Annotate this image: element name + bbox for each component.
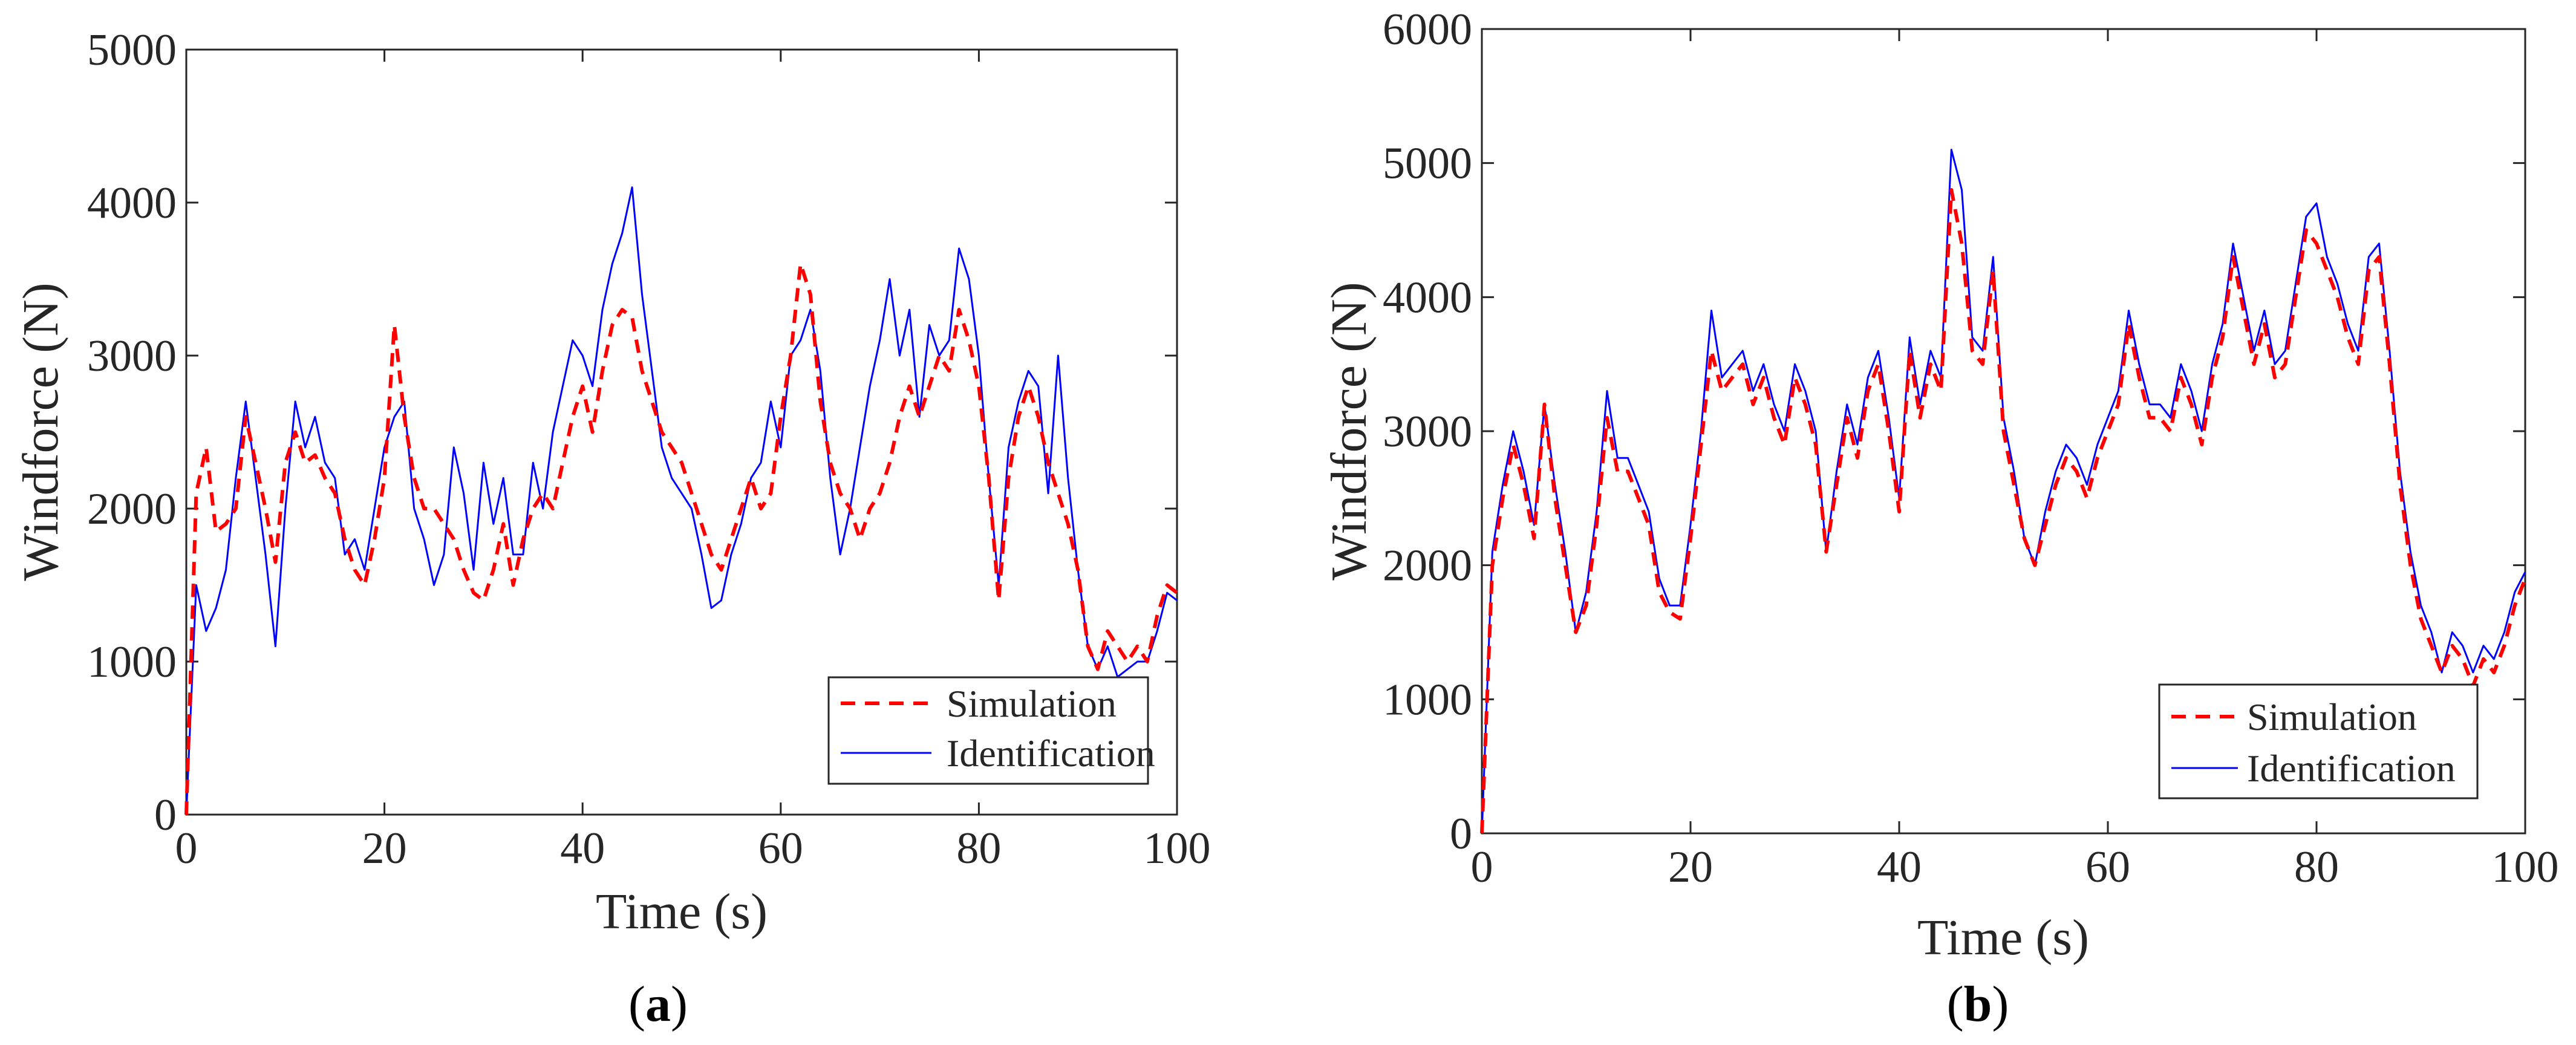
y-tick-label-a-4: 4000 <box>87 178 177 228</box>
legend-simulation-label-b: Simulation <box>2247 695 2417 738</box>
y-tick-label-b-6: 6000 <box>1383 5 1472 54</box>
legend-simulation-label-a: Simulation <box>947 682 1117 725</box>
x-tick-label-a-0: 0 <box>175 824 198 873</box>
x-axis-label-a: Time (s) <box>596 884 768 940</box>
x-tick-label-a-4: 80 <box>956 824 1001 873</box>
series-layer-b <box>1480 149 2527 834</box>
y-tick-label-a-2: 2000 <box>87 484 177 534</box>
caption-b: (b) <box>1947 976 2009 1032</box>
x-axis-label-b: Time (s) <box>1917 910 2089 966</box>
y-tick-label-b-2: 2000 <box>1383 541 1472 591</box>
x-tick-label-b-2: 40 <box>1877 842 1922 892</box>
y-tick-label-b-0: 0 <box>1450 809 1472 859</box>
x-tick-label-a-5: 100 <box>1144 824 1211 873</box>
series-simulation-line-a <box>184 262 1178 815</box>
legend-identification-label-b: Identification <box>2247 747 2456 790</box>
x-tick-label-a-3: 60 <box>758 824 803 873</box>
y-tick-label-b-4: 4000 <box>1383 273 1472 322</box>
x-tick-label-a-1: 20 <box>362 824 407 873</box>
caption-a: (a) <box>628 976 688 1032</box>
x-tick-label-b-0: 0 <box>1471 842 1493 892</box>
y-axis-label-a: Windforce (N) <box>13 282 69 581</box>
legend-identification-label-a: Identification <box>947 732 1155 775</box>
y-tick-label-b-3: 3000 <box>1383 407 1472 457</box>
x-tick-label-a-2: 40 <box>560 824 605 873</box>
x-tick-label-b-1: 20 <box>1668 842 1713 892</box>
series-layer-a <box>184 186 1178 815</box>
series-simulation-line-b <box>1480 188 2527 834</box>
series-identification-line-a <box>185 186 1178 815</box>
x-tick-label-b-3: 60 <box>2085 842 2130 892</box>
y-tick-label-b-1: 1000 <box>1383 675 1472 724</box>
y-tick-label-a-5: 5000 <box>87 25 177 75</box>
legend-b: Simulation Identification <box>2158 683 2479 799</box>
x-tick-label-b-4: 80 <box>2294 842 2339 892</box>
legend-a: Simulation Identification <box>827 676 1155 785</box>
y-axis-label-b: Windforce (N) <box>1321 282 1377 580</box>
legend-box-a <box>827 676 1149 785</box>
y-tick-label-a-3: 3000 <box>87 331 177 381</box>
y-tick-label-a-0: 0 <box>154 790 177 840</box>
y-tick-label-b-5: 5000 <box>1383 139 1472 189</box>
legend-box-b <box>2158 683 2479 799</box>
y-tick-label-a-1: 1000 <box>87 637 177 687</box>
x-tick-label-b-5: 100 <box>2492 842 2559 892</box>
